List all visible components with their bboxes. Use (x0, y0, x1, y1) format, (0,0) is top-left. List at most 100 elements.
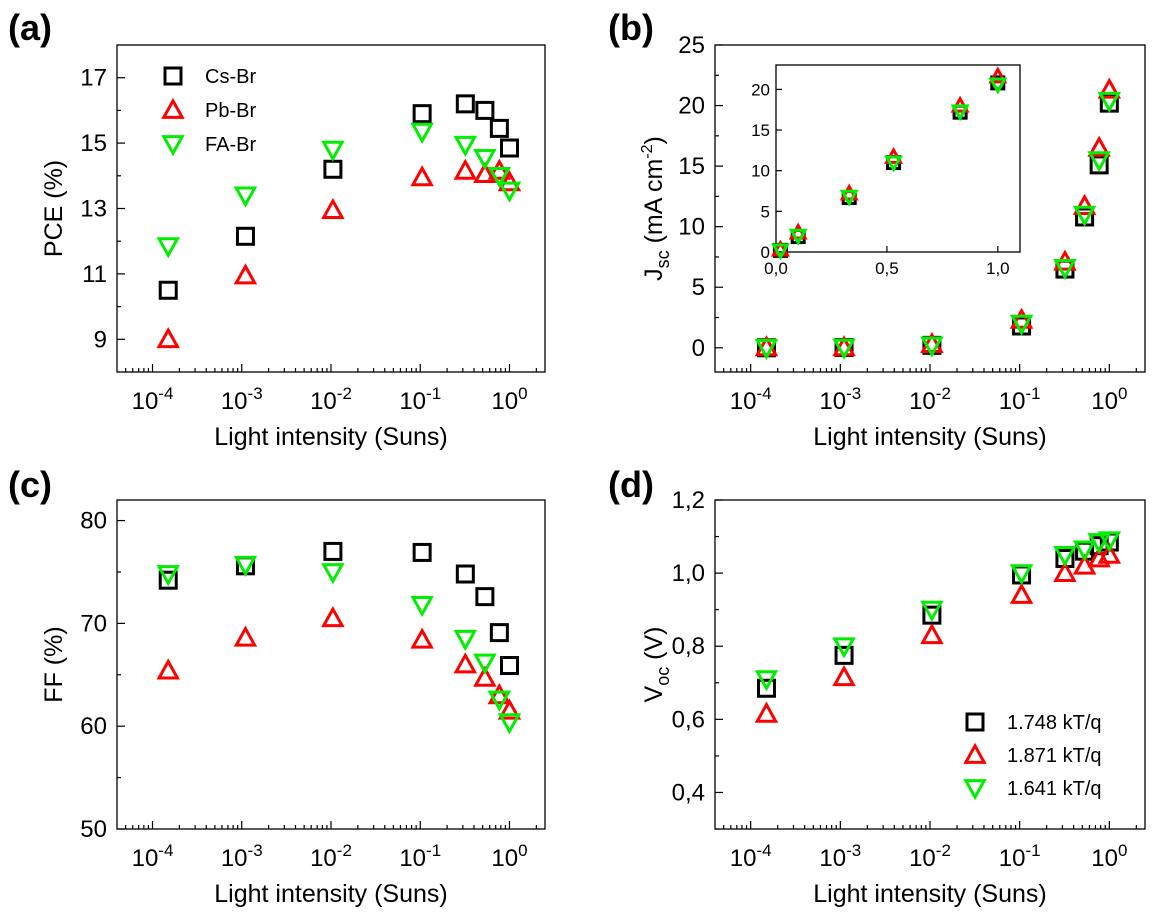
legend-label: 1.641 kT/q (1007, 778, 1102, 800)
inset-frame (775, 64, 1021, 253)
x-tick-label: 10-2 (909, 841, 951, 872)
data-point (156, 237, 180, 259)
y-axis-label: Voc (V) (640, 627, 673, 703)
data-point (473, 161, 497, 184)
data-point (453, 135, 478, 158)
markers (156, 541, 522, 735)
x-tick-label: 10-1 (399, 384, 441, 415)
inset-data-point (950, 104, 970, 122)
data-point (233, 625, 258, 647)
data-point (473, 653, 497, 675)
data-point (1072, 193, 1097, 215)
data-point (156, 327, 180, 349)
legend-marker (161, 135, 185, 157)
data-point (1097, 91, 1122, 113)
y-tick-label: 25 (678, 32, 705, 59)
x-tick-label: 100 (491, 841, 527, 872)
inset-data-point (988, 66, 1008, 84)
data-point (1087, 151, 1111, 173)
inset-data-point (884, 155, 904, 173)
data-point (1072, 540, 1097, 562)
y-tick-label: 0,6 (672, 706, 705, 733)
data-point (499, 138, 519, 158)
y-tick-label: 20 (678, 93, 705, 120)
data-point (1072, 205, 1097, 227)
data-point (453, 652, 478, 674)
data-point (497, 181, 522, 203)
data-point (158, 570, 178, 590)
data-point (412, 104, 432, 124)
x-tick-label: 10-1 (999, 384, 1041, 415)
panel-label: (d) (608, 464, 654, 505)
panel-label: (b) (608, 7, 654, 48)
data-point (487, 166, 512, 189)
y-tick-label: 15 (678, 153, 705, 180)
x-tick-label: 10-1 (999, 841, 1041, 872)
data-point (475, 587, 495, 607)
y-tick-label: 1,2 (672, 487, 705, 514)
y-tick-label: 11 (82, 261, 107, 288)
data-point (473, 148, 497, 171)
data-point (497, 170, 522, 192)
x-tick-label: 10-3 (819, 384, 861, 415)
data-point (233, 263, 258, 285)
x-tick-label: 10-4 (730, 384, 772, 415)
data-point (321, 140, 345, 162)
data-point (1089, 155, 1109, 175)
data-point (497, 698, 522, 720)
data-point (920, 622, 944, 645)
legend-label: FA-Br (205, 134, 256, 156)
legend: 1.748 kT/q 1.871 kT/q 1.641 kT/q (963, 712, 1102, 801)
data-point (1087, 135, 1111, 157)
data-point (1097, 77, 1122, 99)
legend-label: 1.748 kT/q (1007, 712, 1102, 734)
x-tick-label: 10-4 (132, 841, 174, 872)
inset-x-tick-label: 0,0 (764, 259, 788, 278)
inset-y-tick-label: 10 (751, 162, 770, 181)
data-point (489, 623, 509, 643)
data-point (1053, 545, 1077, 568)
data-point (453, 158, 478, 180)
data-point (1009, 307, 1034, 329)
x-axis-label: Light intensity (Suns) (214, 423, 447, 451)
data-point (920, 336, 944, 358)
y-tick-label: 70 (80, 610, 107, 637)
data-point (412, 542, 432, 562)
y-tick-label: 10 (678, 214, 705, 241)
data-point (1053, 560, 1077, 582)
data-point (1009, 582, 1034, 604)
inset-x-tick-label: 1,0 (986, 259, 1010, 278)
markers (156, 94, 522, 349)
data-point (158, 280, 178, 300)
data-point (156, 658, 180, 680)
data-point (233, 555, 258, 578)
legend: Cs-Br Pb-Br FA-Br (161, 66, 256, 157)
y-tick-label: 9 (94, 326, 107, 353)
data-point (156, 565, 180, 587)
inset-data-point (770, 243, 790, 261)
data-point (455, 564, 475, 584)
inset-data-point (839, 189, 859, 207)
inset-data-point (788, 228, 808, 246)
data-point (1097, 531, 1122, 553)
data-point (1009, 314, 1034, 336)
x-tick-label: 10-3 (819, 841, 861, 872)
data-point (1097, 542, 1122, 564)
data-point (489, 118, 509, 138)
data-point (410, 122, 434, 144)
data-point (410, 627, 434, 649)
data-point (754, 670, 779, 692)
data-point (920, 600, 944, 622)
data-point (487, 690, 512, 712)
x-tick-label: 10-4 (730, 841, 772, 872)
inset-x-tick-label: 0,5 (875, 259, 899, 278)
data-point (1087, 533, 1111, 555)
y-axis-label: FF (%) (40, 626, 68, 702)
data-point (321, 197, 345, 219)
y-tick-label: 60 (80, 713, 107, 740)
data-point (834, 645, 854, 665)
data-point (754, 701, 779, 723)
x-tick-label: 10-4 (132, 384, 174, 415)
